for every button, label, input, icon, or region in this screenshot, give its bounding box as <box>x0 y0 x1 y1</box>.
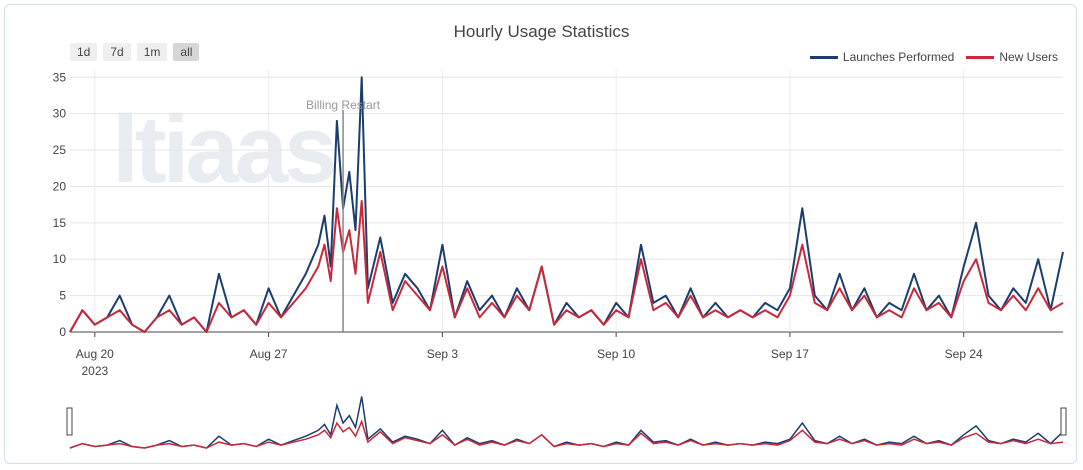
y-tick-label-5: 5 <box>59 289 66 303</box>
navigator-handle-right <box>1060 407 1067 436</box>
navigator-series-1 <box>69 419 1064 449</box>
x-axis: Aug 20 2023 Aug 27 Sep 3 Sep 10 Sep 17 Sep 24 <box>76 332 983 378</box>
legend-item-new-users[interactable]: New Users <box>966 50 1058 64</box>
y-tick-label-30: 30 <box>53 107 67 121</box>
annotation: Billing Restart <box>306 98 381 332</box>
x-tick-label-3: Sep 10 <box>597 347 635 361</box>
legend-label-new-users: New Users <box>999 50 1058 64</box>
range-navigator[interactable] <box>66 395 1067 449</box>
legend-item-launches[interactable]: Launches Performed <box>809 50 955 64</box>
series-line-1 <box>69 200 1064 333</box>
legend-swatch-new-users <box>966 55 995 59</box>
range-button-1m[interactable]: 1m <box>136 43 168 61</box>
x-tick-label-5: Sep 24 <box>945 347 983 361</box>
legend: Launches Performed New Users <box>809 50 1058 64</box>
x-tick-label-4: Sep 17 <box>771 347 809 361</box>
series-layer <box>69 76 1064 333</box>
navigator-handle-left <box>66 407 73 436</box>
range-selector: 1d 7d 1m all <box>70 43 200 61</box>
watermark-logo: ltiaas <box>112 96 334 203</box>
y-tick-label-15: 15 <box>53 216 67 230</box>
y-tick-label-25: 25 <box>53 143 67 157</box>
range-button-7d[interactable]: 7d <box>103 43 131 61</box>
y-tick-label-0: 0 <box>59 325 66 339</box>
chart-container <box>4 4 1077 464</box>
y-axis: 0 5 10 15 20 25 30 35 <box>53 70 67 339</box>
x-tick-label-2: Sep 3 <box>427 347 459 361</box>
chart-title: Hourly Usage Statistics <box>453 22 630 41</box>
y-tick-label-35: 35 <box>53 70 67 84</box>
grid <box>70 70 1063 333</box>
x-tick-label-0: Aug 20 <box>76 347 114 361</box>
annotation-label-0: Billing Restart <box>306 98 381 112</box>
navigator-background <box>70 395 1063 448</box>
legend-swatch-launches <box>809 55 838 59</box>
x-tick-sublabel-0: 2023 <box>81 364 108 378</box>
x-tick-label-1: Aug 27 <box>250 347 288 361</box>
range-button-all[interactable]: all <box>173 43 200 61</box>
y-tick-label-10: 10 <box>53 252 67 266</box>
y-tick-label-20: 20 <box>53 179 67 193</box>
legend-label-launches: Launches Performed <box>842 50 955 64</box>
range-button-1d[interactable]: 1d <box>70 43 98 61</box>
